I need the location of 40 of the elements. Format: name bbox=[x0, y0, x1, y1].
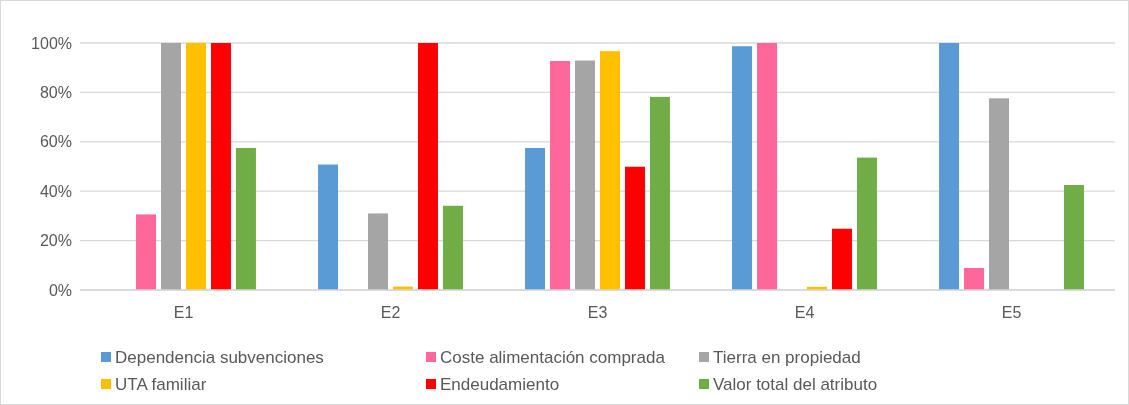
y-tick-label: 20% bbox=[39, 232, 72, 250]
x-tick-label: E2 bbox=[380, 304, 401, 321]
legend-label: Coste alimentación comprada bbox=[440, 347, 666, 367]
x-tick-label: E4 bbox=[794, 304, 815, 321]
y-tick-label: 0% bbox=[48, 281, 72, 299]
y-tick-label: 60% bbox=[39, 133, 72, 151]
bar bbox=[939, 43, 960, 290]
bar bbox=[442, 205, 463, 290]
x-tick-label: E3 bbox=[587, 304, 608, 321]
bar bbox=[757, 43, 778, 290]
bar bbox=[368, 213, 388, 290]
x-tick-label: E1 bbox=[173, 304, 194, 321]
y-tick-label: 80% bbox=[39, 84, 72, 101]
bar bbox=[235, 147, 256, 290]
legend-label: Endeudamiento bbox=[440, 374, 560, 394]
legend-label: Valor total del atributo bbox=[713, 374, 878, 394]
bar bbox=[318, 164, 339, 290]
y-tick-label: 100% bbox=[31, 34, 72, 52]
legend-label: Dependencia subvenciones bbox=[115, 347, 324, 367]
bar bbox=[856, 157, 877, 290]
bar bbox=[186, 43, 206, 290]
bar bbox=[575, 60, 595, 290]
bar bbox=[732, 46, 753, 290]
bar bbox=[989, 98, 1009, 290]
bar bbox=[417, 43, 438, 290]
bar bbox=[136, 214, 157, 290]
y-tick-label: 40% bbox=[39, 182, 72, 200]
bar bbox=[1063, 185, 1084, 290]
bar bbox=[831, 228, 852, 290]
x-tick-label: E5 bbox=[1001, 304, 1022, 321]
bar bbox=[161, 43, 181, 290]
legend-label: UTA familiar bbox=[115, 374, 207, 394]
bar bbox=[525, 147, 546, 290]
bar bbox=[649, 96, 670, 290]
legend-label: Tierra en propiedad bbox=[713, 347, 861, 367]
bar bbox=[624, 166, 645, 290]
bar bbox=[550, 61, 571, 290]
bar bbox=[964, 268, 985, 290]
bar bbox=[210, 43, 231, 290]
bar bbox=[600, 51, 620, 290]
